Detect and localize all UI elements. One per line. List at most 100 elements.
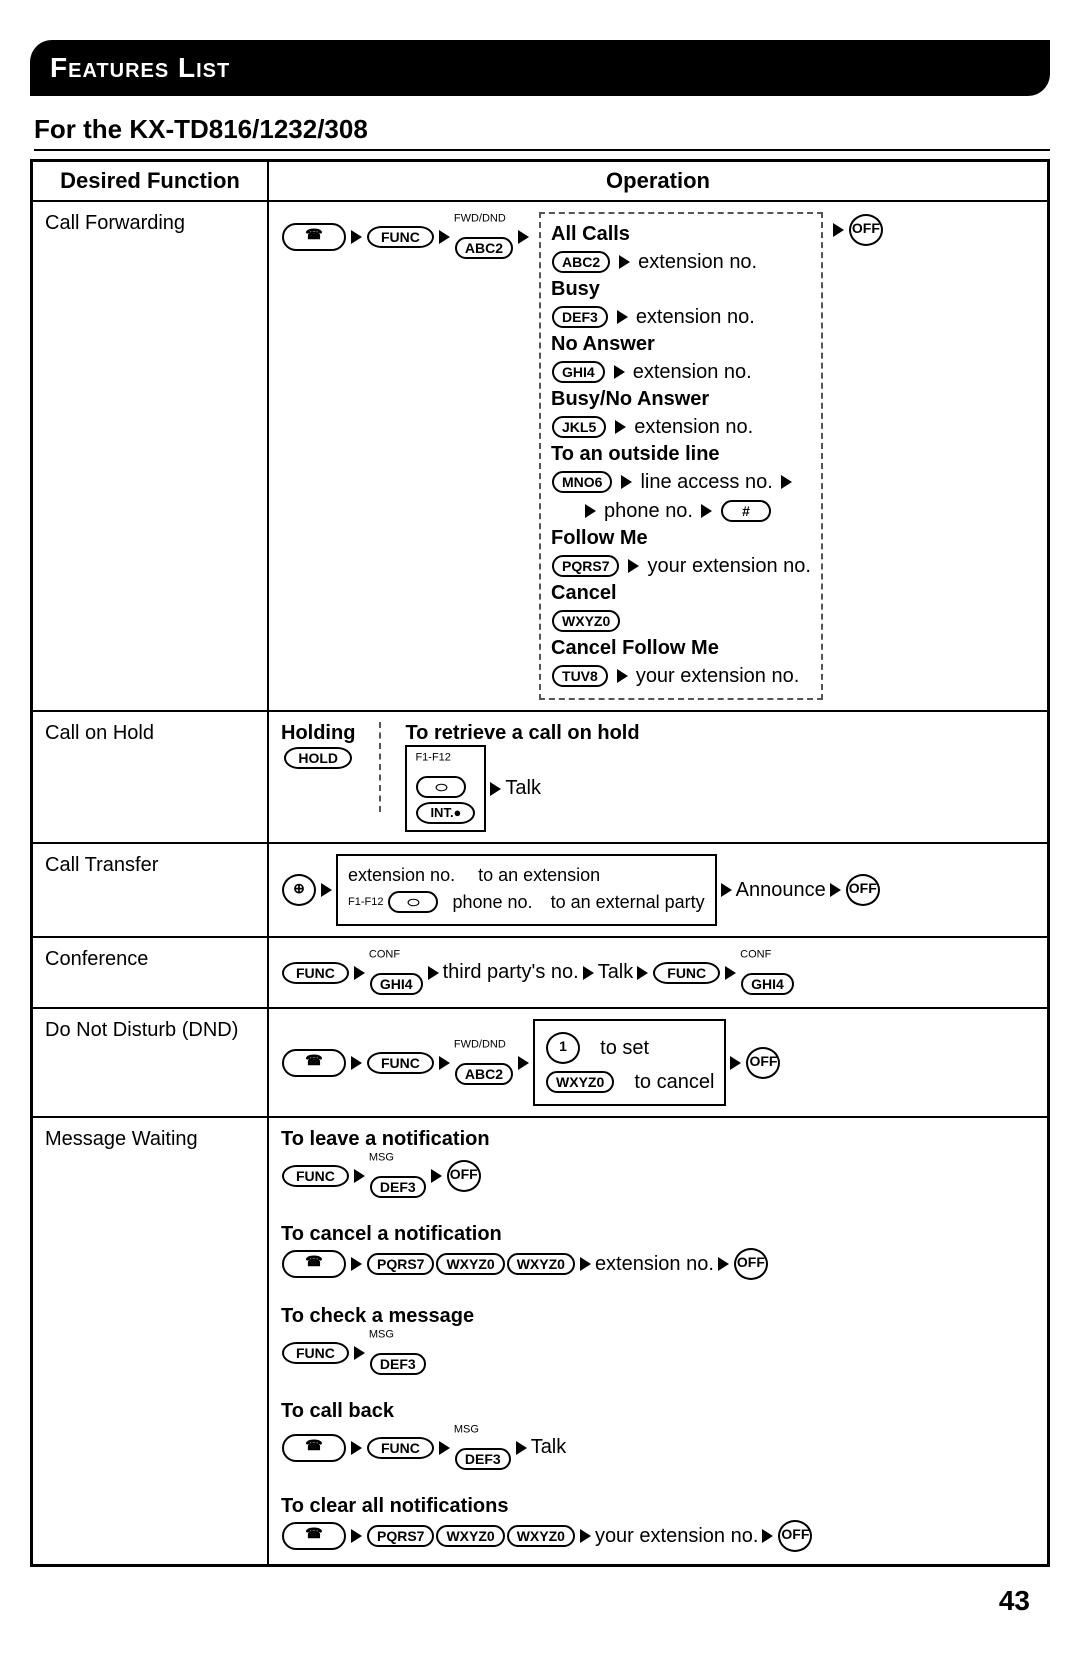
arrow-icon [439,1056,450,1070]
transfer-options: extension no. to an extension F1-F12⬭ ph… [336,854,717,926]
text-your-ext: your extension no. [636,665,799,688]
off-button: OFF [846,874,880,906]
arrow-icon [518,230,529,244]
arrow-icon [321,883,332,897]
label-to-outside: To an outside line [551,443,720,466]
text-to-set: to set [600,1037,649,1060]
hash-key: # [721,500,771,522]
arrow-icon [431,1169,442,1183]
label-clear: To clear all notifications [281,1495,1035,1518]
int-button: INT.● [416,802,475,824]
arrow-icon [583,966,594,980]
func-call-transfer: Call Transfer [32,843,269,937]
off-button: OFF [746,1047,780,1079]
arrow-icon [518,1056,529,1070]
arrow-icon [516,1441,527,1455]
func-button: FUNC [367,1052,434,1074]
text-phone-no: phone no. [604,500,693,523]
key-4: GHI4 [741,973,794,995]
arrow-icon [439,230,450,244]
key-1: 1 [546,1032,580,1064]
key-4: GHI4 [370,973,423,995]
label-busy: Busy [551,278,600,301]
arrow-icon [351,1529,362,1543]
func-conference: Conference [32,937,269,1008]
msg-label: MSG [454,1423,479,1435]
key-7: PQRS7 [552,555,619,577]
row-call-transfer: Call Transfer ⊕ extension no. to an exte… [32,843,1049,937]
label-busy-no-answer: Busy/No Answer [551,388,709,411]
label-cancel-follow: Cancel Follow Me [551,637,719,660]
arrow-icon [351,1056,362,1070]
row-message-waiting: Message Waiting To leave a notification … [32,1117,1049,1566]
op-call-transfer: ⊕ extension no. to an extension F1-F12⬭ … [268,843,1049,937]
key-6: MNO6 [552,471,612,493]
op-conference: FUNC CONFGHI4 third party's no. Talk FUN… [268,937,1049,1008]
arrow-icon [354,966,365,980]
flex-button: ⬭ [416,776,466,798]
text-ext-no: extension no. [634,416,753,439]
key-3: DEF3 [370,1176,426,1198]
arrow-icon [701,504,712,518]
op-call-on-hold: Holding HOLD To retrieve a call on hold … [268,711,1049,843]
arrow-icon [619,255,630,269]
arrow-icon [615,420,626,434]
text-phone-no: phone no. [452,892,532,913]
key-3: DEF3 [370,1353,426,1375]
func-button: FUNC [282,1342,349,1364]
dnd-options: 1 to set WXYZ0 to cancel [533,1019,726,1106]
key-0: WXYZ0 [507,1525,575,1547]
text-to-ext-party: to an external party [551,892,705,913]
f1f12-label: F1-F12 [415,751,450,763]
func-button: FUNC [282,962,349,984]
text-your-ext: your extension no. [595,1525,758,1548]
key-2: ABC2 [455,237,513,259]
off-button: OFF [778,1520,812,1552]
label-check: To check a message [281,1305,1035,1328]
msg-label: MSG [369,1328,394,1340]
func-message-waiting: Message Waiting [32,1117,269,1566]
key-8: TUV8 [552,665,608,687]
fwd-dnd-label: FWD/DND [454,212,506,224]
arrow-icon [730,1056,741,1070]
off-button: OFF [734,1248,768,1280]
text-announce: Announce [736,879,826,902]
key-7: PQRS7 [367,1525,434,1547]
op-dnd: ☎ FUNC FWD/DNDABC2 1 to set WXYZ0 to can… [268,1008,1049,1117]
arrow-icon [580,1529,591,1543]
func-call-forwarding: Call Forwarding [32,201,269,711]
arrow-icon [354,1169,365,1183]
table-header-row: Desired Function Operation [32,161,1049,202]
text-your-ext: your extension no. [647,555,810,578]
arrow-icon [637,966,648,980]
label-holding: Holding [281,722,355,745]
key-0: WXYZ0 [546,1071,614,1093]
text-line-access: line access no. [640,471,772,494]
features-table: Desired Function Operation Call Forwardi… [30,159,1050,1567]
text-ext-no: extension no. [636,306,755,329]
key-0: WXYZ0 [552,610,620,632]
speaker-icon: ☎ [282,1049,346,1077]
conf-label: CONF [740,948,771,960]
func-dnd: Do Not Disturb (DND) [32,1008,269,1117]
op-call-forwarding: ☎ FUNC FWD/DNDABC2 All Calls ABC2extensi… [268,201,1049,711]
arrow-icon [628,559,639,573]
arrow-icon [439,1441,450,1455]
row-call-forwarding: Call Forwarding ☎ FUNC FWD/DNDABC2 All C… [32,201,1049,711]
conf-label: CONF [369,948,400,960]
col-desired-function: Desired Function [32,161,269,202]
arrow-icon [351,1441,362,1455]
key-0: WXYZ0 [507,1253,575,1275]
key-2: ABC2 [455,1063,513,1085]
arrow-icon [490,782,501,796]
label-retrieve: To retrieve a call on hold [405,722,639,745]
arrow-icon [621,475,632,489]
key-4: GHI4 [552,361,605,383]
text-ext-no: extension no. [348,865,455,886]
key-3: DEF3 [552,306,608,328]
func-call-on-hold: Call on Hold [32,711,269,843]
text-third-party: third party's no. [443,961,579,984]
row-dnd: Do Not Disturb (DND) ☎ FUNC FWD/DNDABC2 … [32,1008,1049,1117]
text-ext-no: extension no. [638,251,757,274]
label-cancel-notif: To cancel a notification [281,1223,1035,1246]
